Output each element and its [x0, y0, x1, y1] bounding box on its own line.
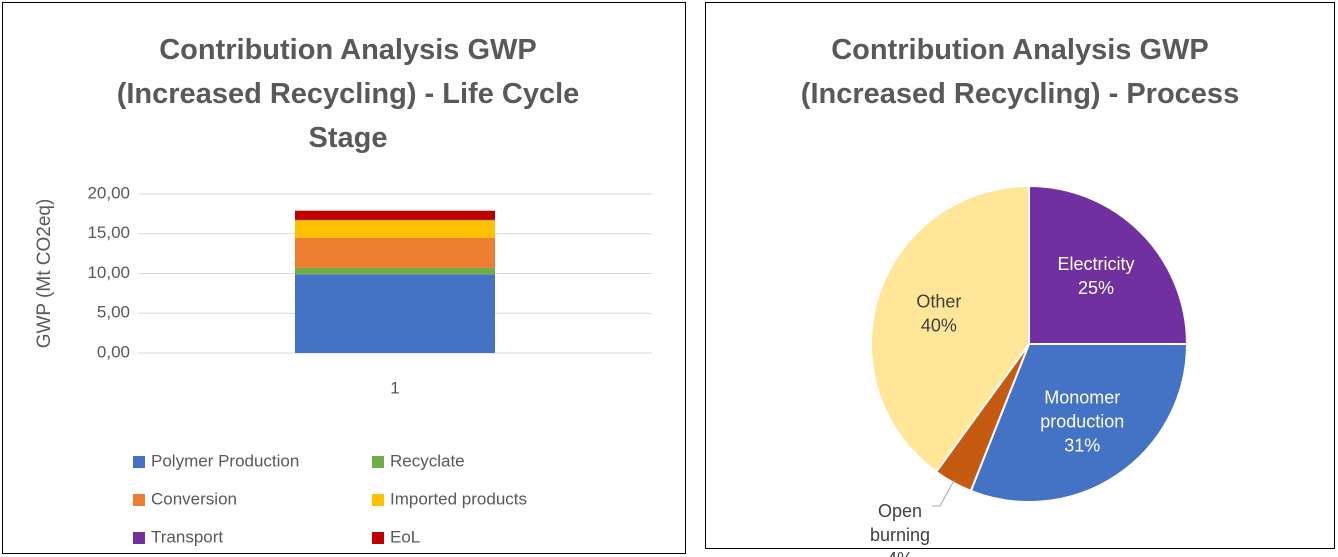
label-word: burning [870, 525, 930, 545]
bar-segment [295, 219, 495, 221]
chart-title: Contribution Analysis GWP (Increased Rec… [116, 34, 580, 154]
label-word: Other [916, 291, 961, 311]
data-label: Open burning 4% [870, 501, 930, 557]
y-tick-label: 10,00 [87, 263, 130, 282]
legend-swatch [133, 456, 145, 468]
label-word: Monomer [1044, 387, 1120, 407]
y-tick-label: 15,00 [87, 223, 130, 242]
legend-label: Conversion [151, 489, 237, 508]
label-word: production [1040, 411, 1124, 431]
pie-slice [969, 343, 1189, 503]
legend-label: EoL [390, 527, 420, 546]
legend-swatch [133, 494, 145, 506]
legend-swatch [372, 532, 384, 544]
label-word: Open [878, 501, 922, 521]
legend-label: Transport [151, 527, 223, 546]
data-label: Electricity 25% [1058, 254, 1135, 298]
leader-line [932, 479, 955, 507]
legend-swatch [133, 532, 145, 544]
label-word: Electricity [1058, 254, 1135, 274]
y-tick-label: 5,00 [97, 303, 130, 322]
bar-segment [295, 210, 495, 220]
bar-segment [295, 220, 495, 238]
pie-slice [1028, 184, 1189, 345]
y-tick-label: 20,00 [87, 183, 130, 202]
pie-slice [870, 184, 1030, 474]
label-value: 4% [887, 549, 913, 557]
legend-label: Recyclate [390, 451, 465, 470]
right-panel [705, 2, 1335, 549]
x-tick-label: 1 [390, 378, 399, 397]
bar-segment [295, 267, 495, 275]
label-value: 25% [1078, 278, 1114, 298]
y-tick-label: 0,00 [97, 342, 130, 361]
data-label: Monomer production 31% [1040, 387, 1124, 455]
bar-segment [295, 274, 495, 353]
data-label: Other 40% [916, 291, 961, 335]
chart-title: Contribution Analysis GWP (Increased Rec… [800, 34, 1240, 110]
label-value: 40% [921, 315, 957, 335]
left-panel [2, 2, 686, 554]
label-value: 31% [1064, 435, 1100, 455]
legend-swatch [372, 456, 384, 468]
legend-swatch [372, 494, 384, 506]
legend-label: Imported products [390, 489, 527, 508]
y-axis-label: GWP (Mt CO2eq) [34, 199, 55, 349]
legend-label: Polymer Production [151, 451, 299, 470]
bar-segment [295, 237, 495, 268]
